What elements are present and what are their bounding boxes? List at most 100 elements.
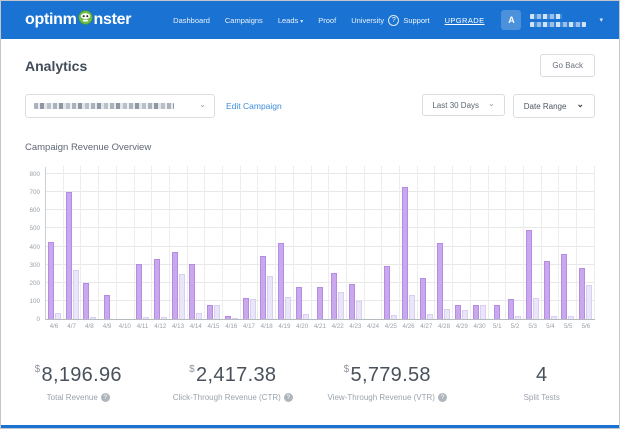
x-tick-label: 4/6 — [49, 323, 59, 330]
bar-series-light — [585, 284, 592, 319]
bar-series-dark — [295, 287, 302, 319]
help-icon[interactable]: ? — [437, 393, 447, 402]
x-tick-label: 5/3 — [528, 323, 537, 330]
bar-series-dark — [224, 316, 231, 319]
bar-series-dark — [561, 253, 568, 319]
x-tick-label: 4/8 — [85, 323, 94, 330]
x-tick-label: 4/25 — [384, 323, 397, 330]
x-tick-label: 4/21 — [313, 323, 326, 330]
bar-series-light — [568, 316, 575, 319]
nav-item-support[interactable]: ? Support — [388, 14, 430, 26]
y-tick-label: 300 — [29, 261, 40, 269]
dollar-sign: $ — [343, 364, 350, 376]
stat-vtr-revenue: $5,779.58 View-Through Revenue (VTR)? — [310, 364, 465, 402]
help-icon[interactable]: ? — [100, 393, 110, 402]
bar-group — [471, 166, 489, 319]
bar-group — [135, 166, 153, 319]
chevron-down-icon: ⌄ — [488, 99, 495, 108]
bar-group — [400, 166, 418, 319]
bar-series-light — [338, 291, 345, 319]
dollar-sign: $ — [34, 364, 41, 376]
bar-series-dark — [189, 263, 196, 319]
bar-series-dark — [437, 242, 444, 319]
bar-series-light — [391, 315, 398, 319]
bar-series-dark — [578, 268, 585, 319]
h-gridline — [46, 209, 595, 211]
bar-group — [81, 166, 100, 319]
edit-campaign-link[interactable]: Edit Campaign — [226, 101, 282, 111]
bar-series-light — [462, 309, 469, 319]
nav-right: ? Support UPGRADE A ▾ — [388, 10, 603, 30]
stat-label: Split Tests — [523, 393, 560, 402]
bar-series-light — [550, 316, 557, 319]
date-range-label: Date Range — [523, 101, 567, 111]
stat-value: 4 — [536, 364, 548, 386]
h-gridline — [46, 191, 595, 193]
x-tick-label: 4/14 — [189, 323, 202, 330]
stat-split-tests: 4 Split Tests — [465, 364, 620, 402]
bar-series-dark — [493, 304, 500, 319]
h-gridline — [46, 173, 595, 174]
redacted-user-line-1 — [530, 13, 563, 19]
stat-label: Total Revenue? — [1, 393, 156, 402]
bar-group — [241, 166, 259, 319]
x-tick-label: 5/1 — [492, 323, 502, 330]
nav-item-campaigns[interactable]: Campaigns — [224, 15, 263, 25]
bar-group — [382, 166, 401, 319]
x-tick-label: 4/17 — [242, 323, 255, 330]
bar-series-dark — [455, 304, 462, 319]
x-tick-label: 4/7 — [67, 323, 76, 330]
bar-series-dark — [525, 230, 532, 319]
x-tick-label: 5/4 — [546, 323, 555, 330]
x-tick-label: 4/15 — [207, 323, 220, 330]
bar-series-dark — [104, 294, 111, 319]
bar-series-light — [284, 297, 291, 319]
monster-icon — [77, 10, 94, 30]
go-back-button[interactable]: Go Back — [540, 54, 595, 77]
bar-series-light — [355, 300, 362, 319]
bar-series-dark — [154, 259, 161, 319]
bar-series-dark — [260, 255, 267, 319]
help-icon[interactable]: ? — [283, 393, 293, 402]
y-tick-label: 200 — [29, 279, 40, 287]
bar-series-light — [231, 318, 238, 319]
bar-group — [64, 166, 82, 319]
date-range-select[interactable]: Date Range ⌄ — [512, 94, 595, 118]
nav-item-proof[interactable]: Proof — [318, 15, 337, 25]
nav-item-dashboard[interactable]: Dashboard — [173, 15, 210, 25]
x-tick-label: 4/23 — [349, 323, 362, 330]
campaign-select[interactable]: ⌄ — [25, 94, 215, 118]
bar-group — [559, 166, 578, 319]
bar-series-dark — [348, 283, 355, 319]
bar-series-dark — [508, 299, 515, 319]
bar-group — [152, 166, 170, 319]
bar-group — [524, 166, 542, 319]
y-tick-label: 600 — [29, 207, 40, 215]
x-tick-label: 4/13 — [171, 323, 185, 330]
bar-group — [329, 166, 347, 319]
upgrade-link[interactable]: UPGRADE — [444, 15, 485, 25]
bar-group — [418, 166, 436, 319]
x-tick-label: 4/12 — [154, 323, 167, 330]
bottom-accent-bar — [1, 425, 619, 428]
y-tick-label: 0 — [36, 316, 40, 323]
bar-group — [205, 166, 224, 319]
bar-group — [506, 166, 524, 319]
x-tick-label: 5/5 — [563, 323, 573, 330]
avatar[interactable]: A — [501, 10, 522, 30]
user-menu-chevron-icon[interactable]: ▾ — [599, 17, 603, 24]
bar-series-light — [408, 295, 415, 319]
optinmonster-logo[interactable]: optinm nster — [25, 10, 131, 30]
bar-series-light — [532, 298, 539, 319]
bar-group — [435, 166, 454, 319]
chevron-down-icon: ⌄ — [199, 100, 206, 109]
date-preset-select[interactable]: Last 30 Days ⌄ — [422, 94, 505, 116]
chart-title: Campaign Revenue Overview — [25, 142, 152, 153]
bar-group — [489, 166, 507, 319]
bar-series-dark — [242, 298, 249, 319]
nav-item-leads[interactable]: Leads ▾ — [277, 15, 304, 25]
bar-series-dark — [472, 304, 479, 319]
x-tick-label: 4/11 — [136, 323, 149, 330]
nav-item-university[interactable]: University — [351, 15, 385, 25]
